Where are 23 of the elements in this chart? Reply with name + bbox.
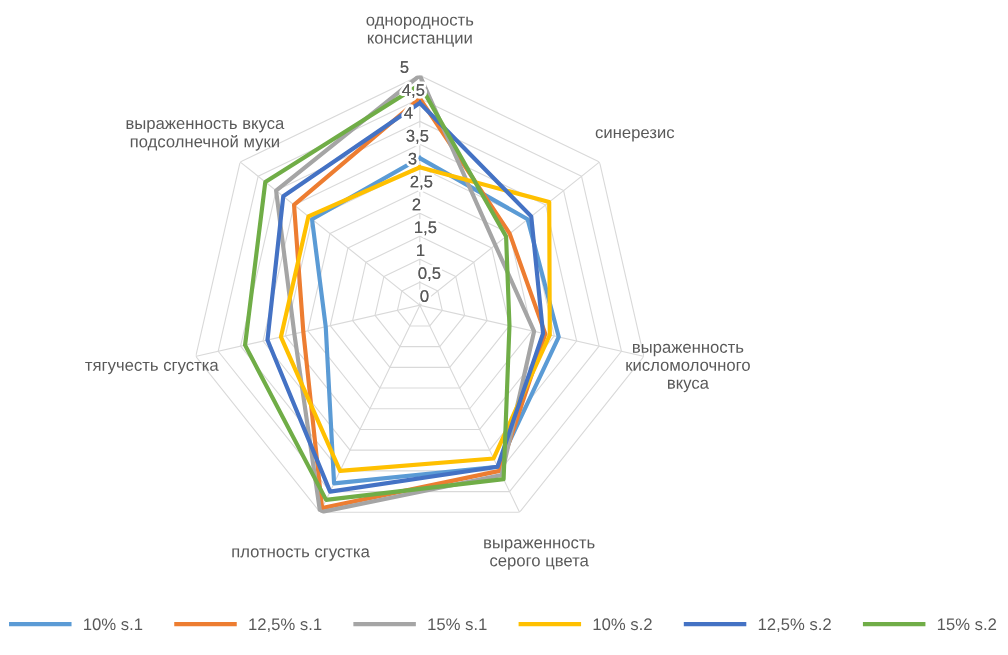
y-tick-label: 1: [417, 244, 425, 256]
legend-label: 12,5% s.1: [249, 618, 322, 633]
y-tick-label: 2,5: [410, 175, 433, 190]
y-tick-label: 1,5: [415, 221, 437, 236]
legend-label: 10% s.1: [84, 618, 143, 631]
legend-label: 10% s.2: [593, 618, 652, 631]
y-tick-label: 4,5: [402, 84, 425, 98]
legend-label: 15% s.2: [937, 618, 997, 631]
spoke-label: однородность консистанции: [366, 16, 474, 47]
spoke-label: выраженность серого цвета: [484, 539, 595, 570]
spoke-label: тягучесть сгустка: [85, 361, 219, 375]
y-tick-label: 2: [412, 198, 421, 211]
legend-label: 15% s.1: [428, 618, 487, 631]
y-tick-label: 4: [404, 107, 413, 119]
spoke-label: синерезис: [595, 129, 675, 142]
legend-label: 12,5% s.2: [758, 618, 831, 633]
y-tick-label: 0: [420, 290, 429, 302]
spoke-label: плотность сгустка: [232, 548, 370, 561]
y-tick-label: 0,5: [418, 267, 441, 282]
spoke-label: выраженность вкуса подсолнечной муки: [126, 119, 285, 151]
y-tick-label: 5: [400, 61, 409, 73]
spoke-label: выраженность кисломолочного вкуса: [626, 343, 750, 393]
y-tick-label: 3,5: [406, 129, 429, 144]
